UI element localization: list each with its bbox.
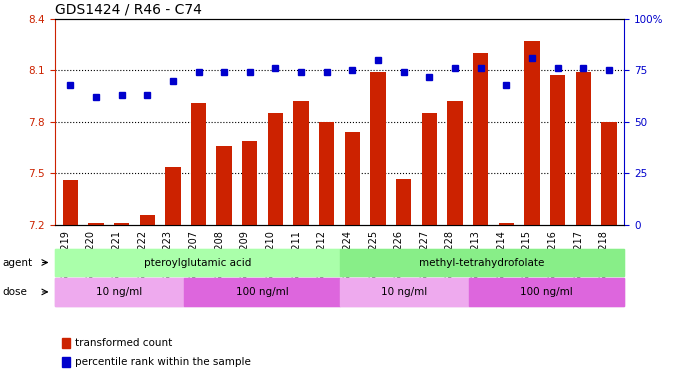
Bar — [396, 178, 412, 225]
Bar — [422, 113, 437, 225]
Bar — [576, 72, 591, 225]
Bar — [88, 223, 104, 225]
Text: transformed count: transformed count — [75, 338, 172, 348]
Bar — [601, 122, 617, 225]
Text: percentile rank within the sample: percentile rank within the sample — [75, 357, 250, 367]
Text: GDS1424 / R46 - C74: GDS1424 / R46 - C74 — [55, 2, 202, 16]
Bar — [242, 141, 257, 225]
Bar — [139, 215, 155, 225]
Bar — [268, 113, 283, 225]
Text: dose: dose — [2, 287, 27, 297]
Bar — [370, 72, 386, 225]
Bar — [165, 166, 180, 225]
Text: 10 ng/ml: 10 ng/ml — [97, 287, 143, 297]
Text: 100 ng/ml: 100 ng/ml — [520, 287, 573, 297]
Bar — [114, 223, 129, 225]
Bar — [294, 101, 309, 225]
Text: pteroylglutamic acid: pteroylglutamic acid — [143, 258, 251, 267]
Text: 10 ng/ml: 10 ng/ml — [381, 287, 427, 297]
Text: agent: agent — [2, 258, 32, 267]
Bar — [473, 53, 488, 225]
Bar — [344, 132, 360, 225]
Bar — [550, 75, 565, 225]
Text: 100 ng/ml: 100 ng/ml — [235, 287, 288, 297]
Bar — [447, 101, 462, 225]
Text: methyl-tetrahydrofolate: methyl-tetrahydrofolate — [419, 258, 545, 267]
Bar — [191, 103, 206, 225]
Bar — [62, 180, 78, 225]
Bar — [217, 146, 232, 225]
Bar — [499, 223, 514, 225]
Bar — [524, 41, 540, 225]
Bar — [319, 122, 335, 225]
